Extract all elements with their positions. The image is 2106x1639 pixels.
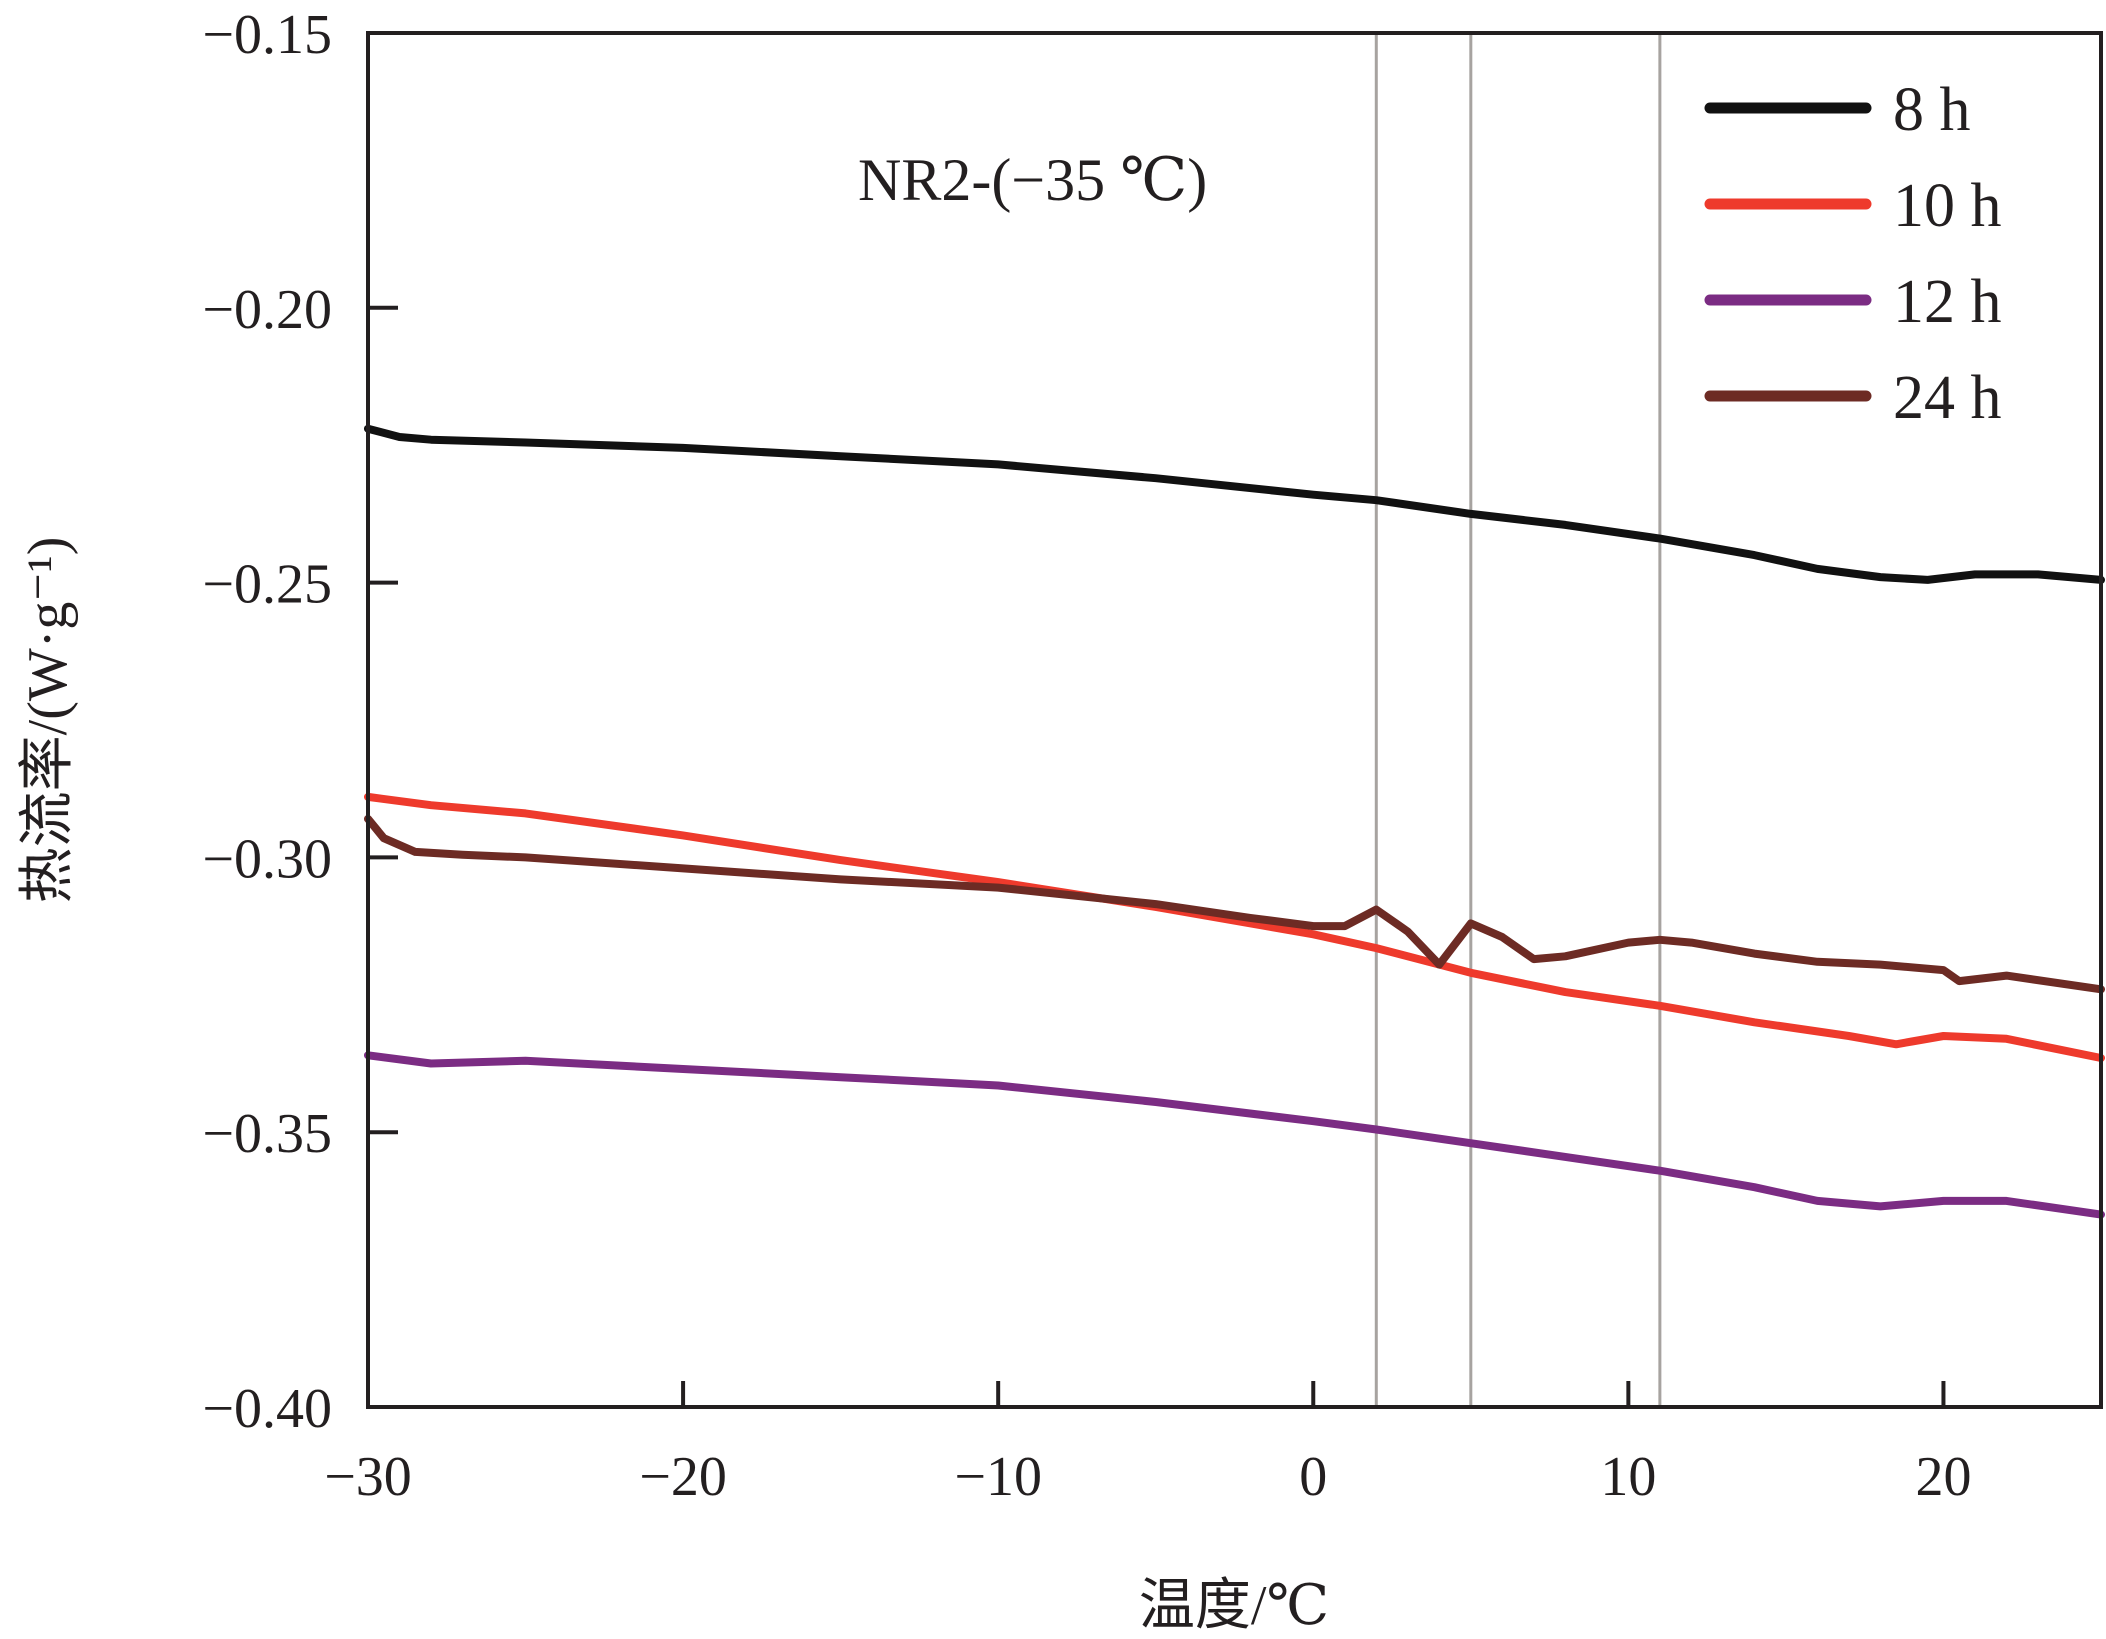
x-tick-label: 10 — [1600, 1446, 1656, 1508]
chart-annotation: NR2-(−35 ℃) — [858, 147, 1207, 213]
y-tick-label: −0.15 — [202, 4, 332, 66]
legend-label: 24 h — [1893, 364, 2002, 432]
legend-label: 12 h — [1893, 268, 2002, 336]
y-tick-label: −0.35 — [202, 1103, 332, 1165]
legend: 8 h 10 h 12 h 24 h — [1704, 76, 2002, 432]
x-axis-title: 温度/℃ — [1139, 1575, 1329, 1637]
y-tick-label: −0.30 — [202, 828, 332, 890]
x-tick-label: −30 — [324, 1446, 412, 1508]
y-tick-label: −0.20 — [202, 279, 332, 341]
x-tick-label: 0 — [1299, 1446, 1327, 1508]
series-line-12h — [364, 1051, 2105, 1219]
x-tick-label: −20 — [639, 1446, 727, 1508]
plot-frame — [366, 31, 2103, 1409]
axis-ticks: −30 −20 −10 0 10 20 −0.15 −0.20 −0.25 −0.30 −0.35 −… — [202, 4, 1971, 1508]
legend-label: 8 h — [1893, 76, 1971, 144]
series-line-8h — [364, 424, 2105, 584]
x-tick-label: −10 — [954, 1446, 1042, 1508]
y-tick-label: −0.40 — [202, 1378, 332, 1440]
series-line-10h — [364, 792, 2105, 1062]
series-lines — [364, 424, 2105, 1219]
series-line-24h — [364, 814, 2105, 994]
reference-lines — [1374, 33, 1662, 1407]
legend-label: 10 h — [1893, 172, 2002, 240]
y-tick-label: −0.25 — [202, 554, 332, 616]
x-tick-label: 20 — [1915, 1446, 1971, 1508]
y-axis-title: 热流率/(W·g⁻¹) — [17, 537, 79, 904]
